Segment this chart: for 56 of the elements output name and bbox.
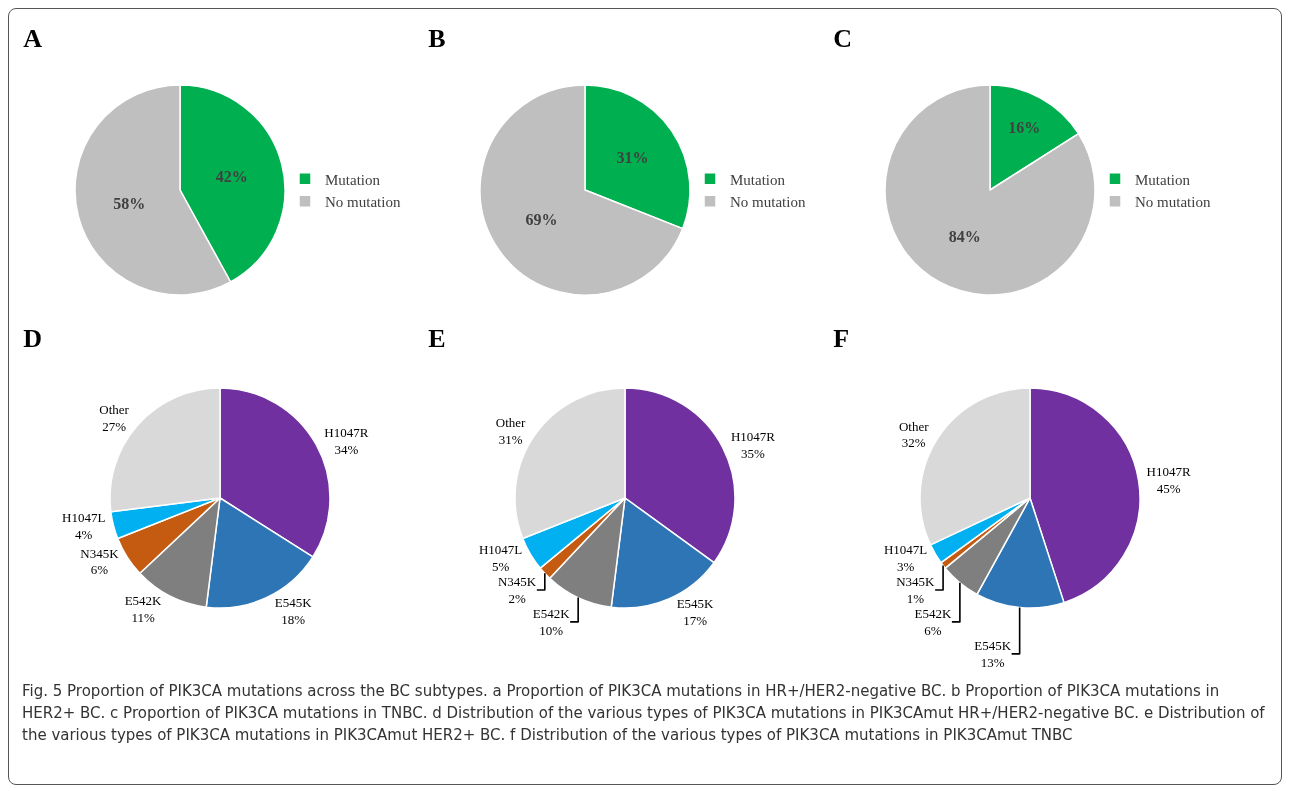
- data-label: 3%: [896, 559, 915, 575]
- caption: Fig. 5 Proportion of PIK3CA mutations across the BC subtypes. a Proportion of PIK3CA mutations in HR+/HER2-negative BC. b Proportion of PIK3CA mutations in HER2+ BC. c Proportion of PIK3CA mutations in TNBC. d Distribution of the various types of PIK3CA mutations in PIK3CAmut HR+/HER2-negative BC. e Distribution of the various types of PIK3CA mutations in PIK3CAmut HER2+ BC. f Distribution of the various types of PIK3CA mutations in PIK3CAmut TNBC: [22, 681, 1266, 746]
- slice-label: E545K: [974, 637, 1012, 653]
- slice-label: Other: [898, 418, 930, 434]
- chart-title: B: [428, 23, 446, 53]
- data-label: 13%: [980, 654, 1005, 670]
- data-label: 45%: [1156, 481, 1181, 497]
- slice-label: Other: [99, 402, 130, 418]
- data-label: 5%: [491, 559, 510, 575]
- chart-title: C: [833, 23, 852, 53]
- data-label: 31%: [498, 432, 523, 448]
- pie-slice: [884, 84, 1096, 296]
- chart-title: E: [428, 323, 446, 353]
- slice-label: Other: [495, 415, 527, 431]
- slice-label: H1047R: [730, 428, 776, 444]
- data-label: 11%: [131, 609, 155, 625]
- data-label: 10%: [539, 622, 564, 638]
- legend-label: Mutation: [730, 171, 786, 188]
- data-label: 69%: [525, 211, 558, 229]
- data-label: 18%: [281, 611, 306, 627]
- slice-label: E542K: [532, 605, 571, 621]
- data-label: 17%: [683, 613, 708, 629]
- legend-label: Mutation: [325, 171, 381, 188]
- legend-label: No mutation: [730, 194, 806, 211]
- data-label: 42%: [215, 168, 248, 186]
- data-label: 35%: [741, 445, 766, 461]
- slice-label: E545K: [274, 594, 313, 610]
- chart-title: F: [833, 323, 850, 353]
- slice-label: H1047L: [478, 542, 523, 558]
- data-label: 27%: [102, 419, 127, 435]
- data-label: 16%: [1008, 119, 1041, 137]
- slice-label: N345K: [80, 545, 120, 561]
- chart-title: D: [23, 323, 42, 353]
- chart-title: A: [23, 23, 43, 53]
- data-label: 34%: [334, 442, 359, 458]
- slice-label: N345K: [497, 574, 537, 590]
- data-label: 58%: [113, 194, 146, 212]
- data-label: 6%: [90, 562, 109, 578]
- data-label: 32%: [901, 435, 926, 451]
- slice-label: E542K: [914, 605, 952, 621]
- legend-label: No mutation: [1135, 194, 1211, 211]
- slice-label: H1047L: [883, 542, 928, 558]
- data-label: 4%: [75, 527, 93, 543]
- legend-label: Mutation: [1135, 171, 1191, 188]
- data-label: 84%: [948, 227, 981, 245]
- slice-label: H1047R: [1146, 464, 1192, 480]
- data-label: 6%: [924, 622, 942, 638]
- data-label: 31%: [616, 149, 649, 167]
- slice-label: E545K: [676, 596, 715, 612]
- slice-label: H1047L: [62, 510, 106, 526]
- data-label: 2%: [508, 590, 526, 606]
- legend-label: No mutation: [325, 194, 401, 211]
- slice-label: H1047R: [324, 425, 369, 441]
- slice-label: E542K: [124, 592, 163, 608]
- slice-label: N345K: [896, 574, 936, 590]
- data-label: 1%: [906, 590, 925, 606]
